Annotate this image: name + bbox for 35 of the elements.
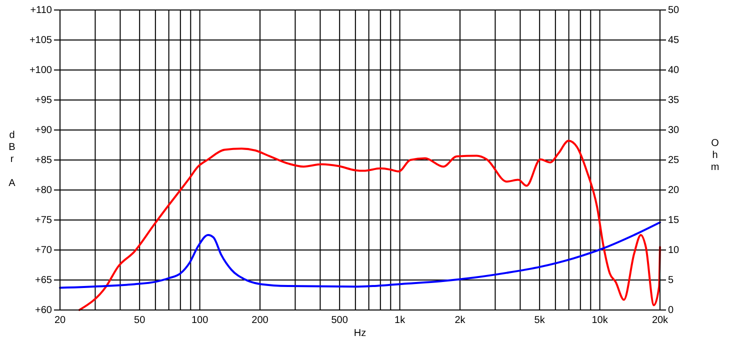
y2-tick-label: 25 <box>668 155 680 166</box>
y-tick-label: +95 <box>35 95 52 106</box>
y-tick-label: +90 <box>35 125 52 136</box>
y2-tick-label: 10 <box>668 245 680 256</box>
x-tick-label: 1k <box>394 315 406 326</box>
y2-tick-label: 30 <box>668 125 680 136</box>
y-tick-label: +65 <box>35 275 52 286</box>
y-tick-label: +75 <box>35 215 52 226</box>
y-tick-label: +85 <box>35 155 52 166</box>
x-tick-label: 500 <box>331 315 348 326</box>
x-axis-title: Hz <box>354 328 366 339</box>
y2-tick-label: 45 <box>668 35 680 46</box>
y-tick-label: +110 <box>30 5 52 16</box>
y-tick-label: +70 <box>35 245 52 256</box>
y2-tick-label: 40 <box>668 65 680 76</box>
text: dBr A <box>8 130 16 189</box>
y-tick-label: +80 <box>35 185 52 196</box>
y-tick-label: +105 <box>29 35 52 46</box>
y2-tick-label: 0 <box>668 305 674 316</box>
y2-tick-label: 20 <box>668 185 680 196</box>
x-tick-label: 50 <box>134 315 146 326</box>
y2-tick-label: 50 <box>668 5 680 16</box>
y-tick-label: +100 <box>29 65 52 76</box>
x-tick-label: 10k <box>592 315 609 326</box>
x-tick-label: 200 <box>252 315 269 326</box>
x-tick-label: 5k <box>534 315 546 326</box>
x-tick-label: 20k <box>652 315 670 326</box>
y2-axis-title: Ohm <box>710 138 720 173</box>
y2-tick-label: 35 <box>668 95 680 106</box>
x-tick-label: 20 <box>54 315 66 326</box>
y2-tick-label: 5 <box>668 275 674 286</box>
x-tick-label: 100 <box>191 315 209 326</box>
y-tick-label: +60 <box>35 305 52 316</box>
x-tick-label: 2k <box>454 315 466 326</box>
y2-tick-label: 15 <box>668 215 680 226</box>
